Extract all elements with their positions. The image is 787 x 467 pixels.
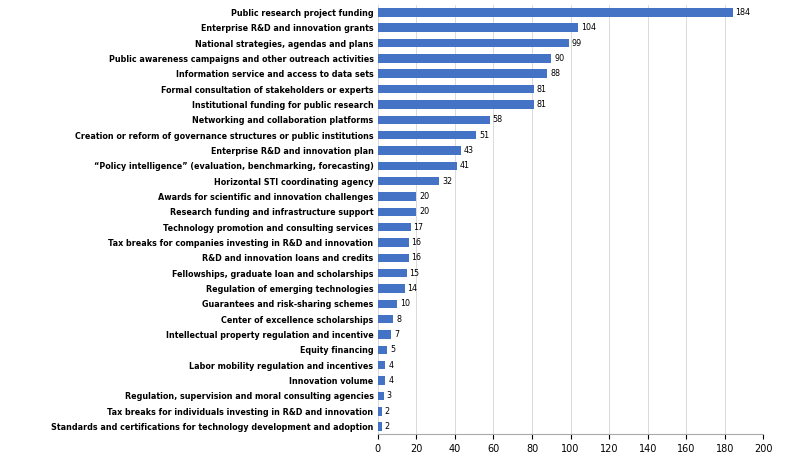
Bar bbox=[378, 162, 456, 170]
Text: 5: 5 bbox=[390, 346, 395, 354]
Bar bbox=[378, 223, 411, 231]
Text: 10: 10 bbox=[400, 299, 410, 308]
Bar bbox=[378, 100, 534, 109]
Bar bbox=[378, 284, 405, 293]
Text: 17: 17 bbox=[413, 223, 423, 232]
Text: 81: 81 bbox=[537, 100, 547, 109]
Bar bbox=[378, 300, 397, 308]
Bar bbox=[378, 315, 394, 324]
Bar bbox=[378, 39, 569, 47]
Text: 43: 43 bbox=[464, 146, 474, 155]
Text: 8: 8 bbox=[396, 315, 401, 324]
Text: 4: 4 bbox=[388, 361, 394, 370]
Bar bbox=[378, 330, 391, 339]
Bar bbox=[378, 146, 460, 155]
Bar bbox=[378, 131, 476, 139]
Text: 2: 2 bbox=[385, 422, 390, 431]
Bar bbox=[378, 85, 534, 93]
Text: 3: 3 bbox=[386, 391, 391, 400]
Bar bbox=[378, 8, 733, 16]
Bar bbox=[378, 177, 439, 185]
Text: 15: 15 bbox=[409, 269, 419, 278]
Text: 16: 16 bbox=[412, 254, 422, 262]
Text: 32: 32 bbox=[442, 177, 453, 185]
Text: 2: 2 bbox=[385, 407, 390, 416]
Bar bbox=[378, 361, 386, 369]
Text: 81: 81 bbox=[537, 85, 547, 93]
Bar bbox=[378, 269, 407, 277]
Text: 90: 90 bbox=[554, 54, 564, 63]
Bar bbox=[378, 376, 386, 385]
Bar bbox=[378, 392, 383, 400]
Bar bbox=[378, 423, 382, 431]
Bar bbox=[378, 346, 387, 354]
Text: 99: 99 bbox=[571, 39, 582, 48]
Text: 7: 7 bbox=[394, 330, 399, 339]
Bar bbox=[378, 70, 548, 78]
Bar bbox=[378, 115, 490, 124]
Text: 58: 58 bbox=[493, 115, 503, 124]
Text: 88: 88 bbox=[550, 69, 560, 78]
Bar bbox=[378, 208, 416, 216]
Text: 41: 41 bbox=[460, 161, 470, 170]
Text: 16: 16 bbox=[412, 238, 422, 247]
Bar bbox=[378, 54, 551, 63]
Bar bbox=[378, 192, 416, 201]
Text: 20: 20 bbox=[419, 192, 430, 201]
Bar bbox=[378, 238, 408, 247]
Text: 104: 104 bbox=[581, 23, 597, 32]
Bar bbox=[378, 23, 578, 32]
Text: 184: 184 bbox=[735, 8, 751, 17]
Bar bbox=[378, 254, 408, 262]
Text: 20: 20 bbox=[419, 207, 430, 216]
Text: 51: 51 bbox=[479, 131, 489, 140]
Text: 4: 4 bbox=[388, 376, 394, 385]
Text: 14: 14 bbox=[408, 284, 418, 293]
Bar bbox=[378, 407, 382, 416]
